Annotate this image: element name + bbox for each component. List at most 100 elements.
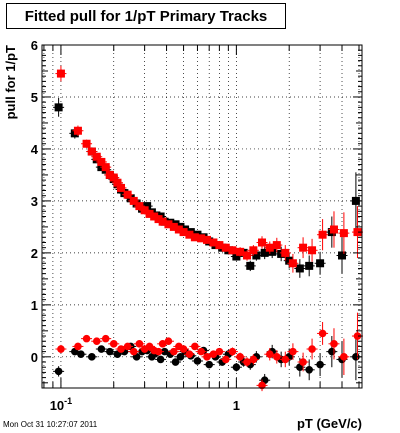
- data-point: [205, 360, 214, 369]
- x-axis-label: pT (GeV/c): [297, 416, 362, 431]
- data-point: [338, 251, 347, 260]
- y-tick-label: 4: [31, 142, 39, 157]
- data-point: [339, 229, 348, 238]
- data-point: [129, 347, 138, 356]
- axis-ticks: 0 1 2 3 4 5 6 10-1 1: [31, 38, 362, 413]
- data-point: [154, 347, 163, 356]
- data-point: [318, 329, 327, 338]
- y-tick-label: 2: [31, 246, 38, 261]
- data-point: [92, 337, 101, 346]
- data-point: [179, 345, 188, 353]
- data-point: [299, 358, 307, 366]
- data-point: [258, 381, 266, 390]
- data-point: [101, 163, 110, 172]
- data-point: [353, 332, 362, 340]
- data-point: [156, 355, 165, 364]
- data-point: [305, 366, 313, 374]
- data-point: [154, 215, 163, 224]
- data-point: [268, 247, 277, 256]
- data-point: [243, 358, 251, 366]
- data-point: [209, 238, 218, 247]
- data-point: [228, 246, 237, 255]
- data-point: [113, 178, 122, 187]
- y-tick-label: 6: [31, 38, 38, 53]
- data-point: [193, 357, 202, 365]
- data-point: [265, 350, 274, 359]
- data-point: [54, 103, 63, 112]
- data-point: [109, 340, 118, 348]
- data-point: [123, 342, 132, 351]
- data-point: [308, 345, 316, 353]
- data-point: [143, 202, 152, 211]
- series-3: [55, 312, 363, 392]
- plot-frame: [41, 44, 363, 389]
- data-point: [117, 345, 125, 353]
- data-point: [82, 139, 91, 148]
- series-1: [55, 65, 363, 273]
- timestamp-label: Mon Oct 31 10:27:07 2011: [3, 420, 98, 429]
- data-point: [88, 353, 96, 361]
- data-point: [273, 353, 281, 361]
- chart-title-box: Fitted pull for 1/pT Primary Tracks: [6, 3, 286, 29]
- data-point: [260, 248, 269, 257]
- data-point: [56, 69, 65, 78]
- data-point: [123, 190, 132, 199]
- data-point: [57, 345, 65, 353]
- data-point: [295, 264, 304, 273]
- data-point: [305, 261, 314, 270]
- data-point: [236, 353, 244, 361]
- data-point: [77, 350, 85, 359]
- data-point: [197, 347, 205, 356]
- data-point: [140, 206, 149, 215]
- x-tick-label: 10-1: [50, 396, 72, 413]
- data-point: [73, 126, 82, 135]
- grid-lines: [42, 44, 362, 388]
- data-point: [190, 233, 199, 242]
- data-point: [164, 220, 173, 229]
- data-point: [232, 252, 241, 261]
- data-point: [87, 147, 96, 156]
- data-point: [170, 347, 178, 356]
- data-point: [329, 225, 338, 234]
- y-tick-label: 1: [31, 298, 38, 313]
- data-point: [174, 225, 183, 234]
- data-point: [209, 350, 218, 359]
- data-point: [197, 234, 206, 243]
- data-point: [158, 217, 167, 226]
- data-point: [164, 337, 173, 346]
- data-point: [228, 347, 237, 356]
- x-tick-label: 1: [233, 398, 240, 413]
- data-point: [236, 247, 245, 256]
- data-point: [106, 347, 114, 356]
- data-point: [299, 243, 308, 252]
- data-point: [185, 350, 194, 359]
- data-point: [221, 355, 230, 364]
- data-point: [353, 228, 362, 237]
- data-point: [246, 261, 255, 270]
- data-point: [308, 246, 317, 255]
- data-point: [265, 243, 274, 252]
- data-point: [101, 334, 110, 343]
- data-point: [316, 259, 325, 268]
- data-point: [202, 235, 211, 244]
- y-tick-label: 3: [31, 194, 38, 209]
- data-point: [82, 334, 91, 343]
- data-point: [92, 152, 101, 161]
- data-point: [272, 241, 281, 250]
- y-tick-label: 5: [31, 90, 38, 105]
- data-point: [232, 363, 241, 372]
- data-point: [328, 347, 336, 356]
- data-point: [318, 230, 327, 239]
- x-tick-exponent: -1: [64, 396, 72, 406]
- data-point: [176, 353, 185, 361]
- data-point: [203, 353, 211, 361]
- data-point: [281, 248, 290, 257]
- data-point: [258, 238, 267, 247]
- data-point: [215, 241, 224, 250]
- data-point: [252, 251, 261, 260]
- data-point: [135, 340, 144, 348]
- data-point: [340, 353, 348, 361]
- data-point: [179, 228, 188, 237]
- data-point: [109, 173, 118, 182]
